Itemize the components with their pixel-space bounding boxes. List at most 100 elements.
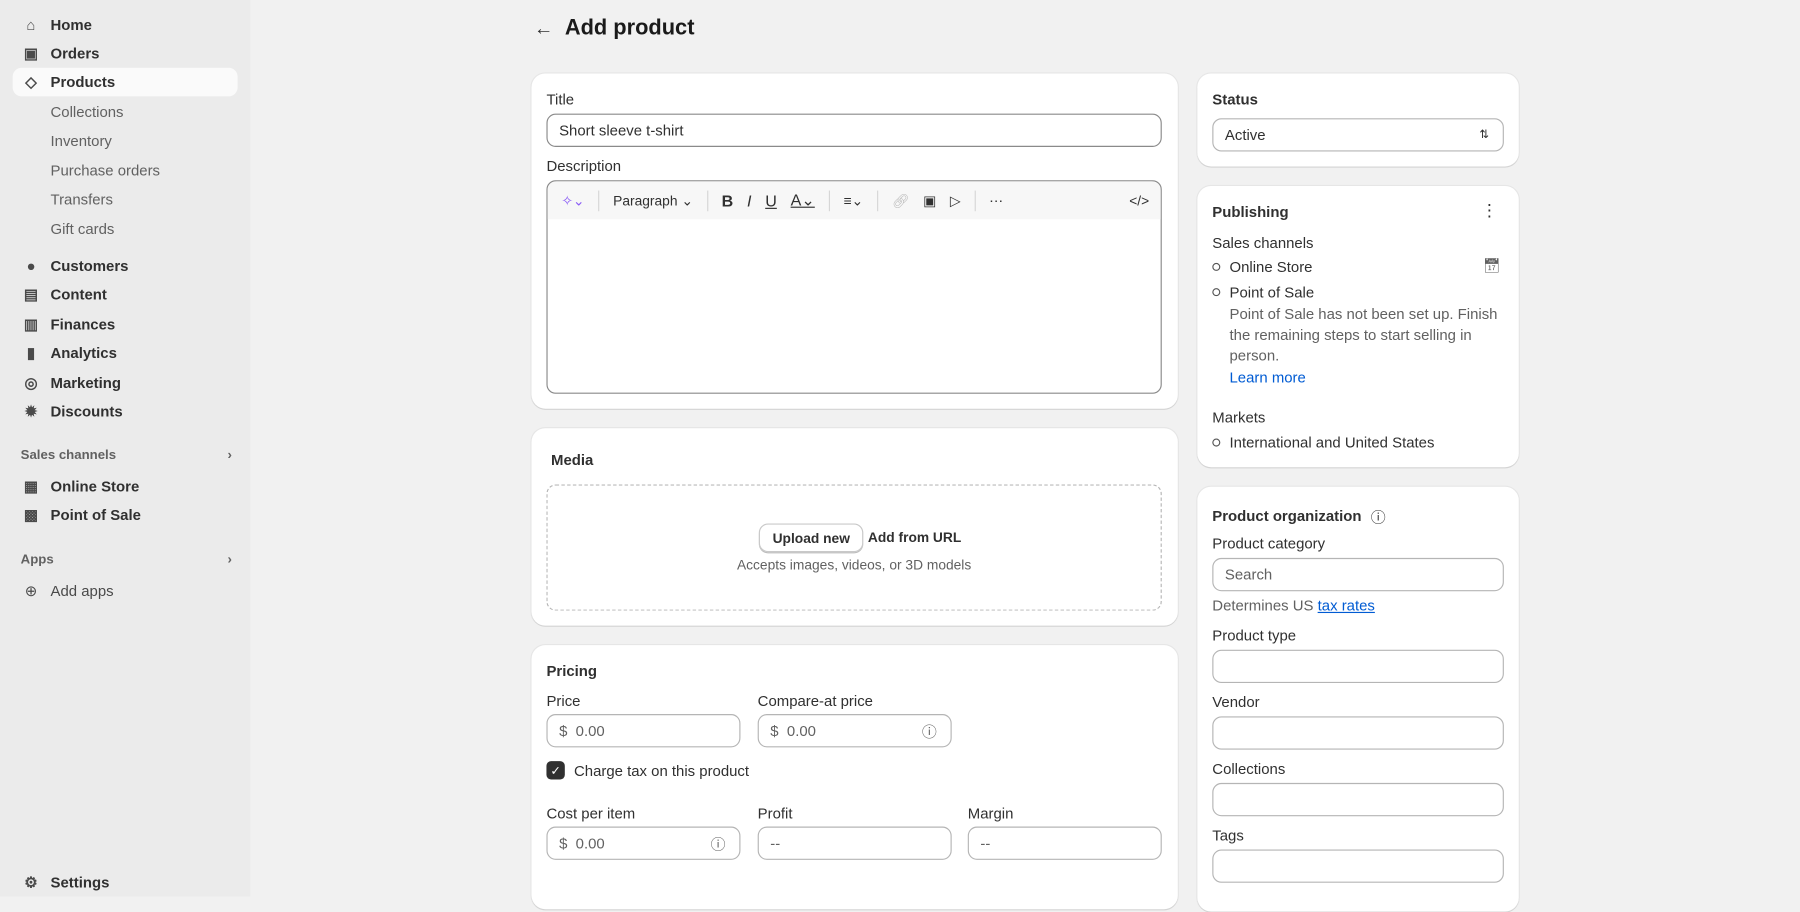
code-icon[interactable]: </> [1129, 192, 1150, 209]
shopping-bag-icon: ▩ [23, 505, 39, 523]
sidebar-item-point-of-sale[interactable]: ▩ Point of Sale [13, 501, 238, 530]
publishing-title: Publishing [1212, 203, 1289, 221]
compare-label: Compare-at price [757, 692, 873, 710]
category-label: Product category [1212, 534, 1326, 553]
sidebar-sub-transfers[interactable]: Transfers [50, 190, 113, 208]
media-card: Media Upload new Add from URL Accepts im… [531, 428, 1178, 626]
sales-channels-label: Sales channels [1212, 234, 1314, 252]
discount-icon: ✹ [24, 402, 38, 420]
more-icon[interactable]: ⋯ [989, 192, 1003, 209]
sidebar-sub-purchase-orders[interactable]: Purchase orders [50, 161, 161, 180]
sidebar-item-customers[interactable]: ● Customers [13, 251, 238, 280]
channel-online-store: Online Store [1212, 258, 1312, 276]
gear-icon: ⚙ [24, 873, 38, 891]
status-title: Status [1212, 90, 1258, 108]
back-arrow-icon[interactable]: ← [533, 17, 554, 40]
more-vertical-icon[interactable]: ⋮ [1480, 200, 1499, 221]
tags-label: Tags [1212, 826, 1244, 844]
sidebar-item-add-apps[interactable]: ⊕ Add apps [13, 576, 238, 605]
vendor-input[interactable] [1212, 716, 1504, 750]
profit-label: Profit [757, 804, 793, 822]
sidebar-sub-collections[interactable]: Collections [50, 103, 124, 121]
status-card: Status Active ⇅ [1197, 73, 1519, 167]
tags-input[interactable] [1212, 849, 1504, 883]
page-title: Add product [564, 16, 695, 41]
apps-header[interactable]: Apps › [20, 553, 232, 568]
channel-point-of-sale: Point of Sale [1212, 284, 1314, 301]
bullet-icon [1212, 288, 1221, 297]
compare-at-price-input[interactable]: $ 0.00 ⓘ [757, 714, 952, 748]
collections-label: Collections [1212, 759, 1286, 778]
upload-new-button[interactable]: Upload new [758, 523, 864, 553]
charge-tax-checkbox[interactable]: ✓ Charge tax on this product [546, 761, 749, 780]
chevron-right-icon: › [227, 553, 232, 568]
bold-icon[interactable]: B [721, 191, 734, 210]
category-search-input[interactable]: Search [1212, 557, 1504, 592]
schedule-calendar-icon[interactable]: 📅︎ [1482, 257, 1501, 274]
title-input[interactable]: Short sleeve t-shirt [546, 113, 1162, 147]
sidebar-item-marketing[interactable]: ◎ Marketing [13, 369, 238, 398]
video-icon[interactable]: ▷ [949, 192, 961, 209]
align-icon[interactable]: ≡⌄ [843, 192, 864, 209]
media-dropzone[interactable]: Upload new Add from URL Accepts images, … [546, 484, 1162, 611]
link-icon[interactable]: 🔗︎ [891, 192, 910, 209]
help-icon[interactable]: ⓘ [710, 835, 726, 853]
price-input[interactable]: $ 0.00 [546, 714, 741, 748]
price-label: Price [546, 692, 581, 710]
type-label: Product type [1212, 626, 1297, 645]
underline-icon[interactable]: U [765, 191, 777, 210]
tax-rates-link[interactable]: tax rates [1317, 596, 1375, 615]
paragraph-dropdown[interactable]: Paragraph ⌄ [613, 192, 693, 209]
cost-label: Cost per item [546, 804, 636, 822]
pos-note: Point of Sale has not been set up. Finis… [1229, 305, 1498, 364]
market-item: International and United States [1212, 434, 1434, 451]
add-from-url-button[interactable]: Add from URL [867, 529, 962, 546]
description-label: Description [546, 157, 622, 175]
plus-circle-icon: ⊕ [24, 581, 38, 599]
sidebar-item-online-store[interactable]: ▦ Online Store [13, 472, 238, 501]
inbox-icon: ▣ [23, 44, 39, 62]
text-color-icon[interactable]: A⌄ [790, 190, 815, 209]
ai-sparkle-icon[interactable]: ✧⌄ [561, 192, 585, 209]
sidebar-item-analytics[interactable]: ▮ Analytics [13, 339, 238, 368]
vendor-label: Vendor [1212, 693, 1260, 711]
sidebar-sub-inventory[interactable]: Inventory [50, 132, 112, 150]
checkbox-checked-icon[interactable]: ✓ [546, 761, 565, 780]
media-title: Media [551, 451, 594, 469]
sidebar-sub-gift-cards[interactable]: Gift cards [50, 220, 115, 238]
sidebar: ⌂ Home ▣ Orders ◇ Products Collections Inve… [0, 0, 251, 897]
status-select[interactable]: Active ⇅ [1212, 118, 1504, 152]
sidebar-item-products[interactable]: ◇ Products [12, 67, 238, 97]
italic-icon[interactable]: I [746, 191, 752, 210]
pricing-title: Pricing [546, 662, 598, 680]
select-arrows-icon: ⇅ [1479, 128, 1489, 142]
sidebar-item-discounts[interactable]: ✹ Discounts [13, 397, 238, 426]
collections-input[interactable] [1212, 782, 1504, 817]
margin-label: Margin [967, 804, 1014, 822]
learn-more-link[interactable]: Learn more [1229, 368, 1306, 386]
sidebar-item-orders[interactable]: ▣ Orders [13, 39, 238, 68]
help-icon[interactable]: ⓘ [921, 723, 937, 741]
title-label: Title [546, 90, 575, 108]
publishing-card: Publishing ⋮ Sales channels Online Store… [1197, 185, 1519, 468]
description-editor[interactable]: ✧⌄ Paragraph ⌄ B I U A⌄ ≡⌄ 🔗︎ ▣ ▷ ⋯ </> [546, 180, 1162, 394]
store-icon: ▦ [23, 476, 39, 495]
info-icon[interactable]: ⓘ [1370, 508, 1386, 526]
cost-per-item-input[interactable]: $ 0.00 ⓘ [546, 826, 741, 860]
product-type-input[interactable] [1212, 649, 1504, 684]
editor-toolbar: ✧⌄ Paragraph ⌄ B I U A⌄ ≡⌄ 🔗︎ ▣ ▷ ⋯ </> [547, 181, 1161, 220]
markets-label: Markets [1212, 408, 1266, 426]
sales-channels-header[interactable]: Sales channels › [20, 448, 232, 463]
home-icon: ⌂ [26, 16, 36, 34]
image-icon[interactable]: ▣ [923, 192, 937, 209]
sidebar-item-settings[interactable]: ⚙ Settings [13, 868, 238, 897]
organization-title: Product organization ⓘ [1212, 505, 1385, 527]
bullet-icon [1212, 438, 1221, 447]
margin-field: -- [967, 826, 1162, 860]
sidebar-item-finances[interactable]: ▥ Finances [13, 310, 238, 339]
tag-icon: ◇ [25, 72, 37, 91]
person-icon: ● [26, 257, 36, 275]
sidebar-item-home[interactable]: ⌂ Home [13, 10, 238, 39]
bar-chart-icon: ▮ [26, 343, 36, 362]
sidebar-item-content[interactable]: ▤ Content [13, 280, 238, 309]
